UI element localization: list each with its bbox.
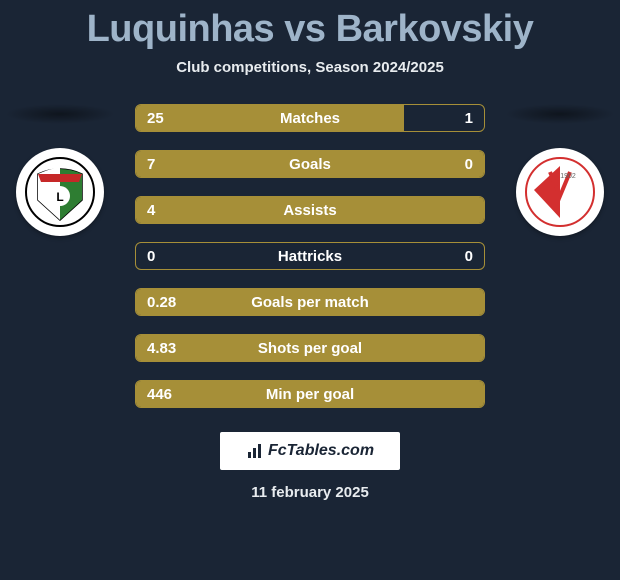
stat-label: Shots per goal <box>258 340 362 357</box>
vicenza-crest-icon: 1902 <box>524 156 596 228</box>
stat-right-value: 0 <box>465 156 473 173</box>
page-title: Luquinhas vs Barkovskiy <box>0 0 620 51</box>
stat-left-value: 0 <box>147 248 155 265</box>
stat-row: 446 Min per goal <box>135 380 485 408</box>
stat-left-value: 4 <box>147 202 155 219</box>
watermark-text: FcTables.com <box>246 442 374 460</box>
stat-left-value: 446 <box>147 386 172 403</box>
watermark-badge[interactable]: FcTables.com <box>220 432 400 470</box>
stat-label: Matches <box>280 110 340 127</box>
stat-left-value: 7 <box>147 156 155 173</box>
subtitle: Club competitions, Season 2024/2025 <box>0 59 620 76</box>
stat-row: 25 Matches 1 <box>135 104 485 132</box>
stat-row: 0 Hattricks 0 <box>135 242 485 270</box>
legia-crest-icon: L <box>24 156 96 228</box>
stat-bars: 25 Matches 1 7 Goals 0 4 Assists 0 Ha <box>135 104 485 408</box>
stat-left-value: 4.83 <box>147 340 176 357</box>
comparison-content: L 1902 25 Matches 1 7 <box>0 104 620 501</box>
stat-right-value: 1 <box>465 110 473 127</box>
stat-label: Hattricks <box>278 248 342 265</box>
date-text: 11 february 2025 <box>0 484 620 501</box>
stat-left-value: 25 <box>147 110 164 127</box>
stat-label: Goals <box>289 156 331 173</box>
chart-icon <box>246 442 264 460</box>
stat-row: 4.83 Shots per goal <box>135 334 485 362</box>
flag-shadow-left <box>5 104 115 124</box>
svg-text:L: L <box>56 190 63 204</box>
stat-right-value: 0 <box>465 248 473 265</box>
player-left-column: L <box>0 104 120 236</box>
stat-row: 4 Assists <box>135 196 485 224</box>
stat-row: 7 Goals 0 <box>135 150 485 178</box>
bar-left-fill <box>136 105 404 131</box>
player-right-column: 1902 <box>500 104 620 236</box>
stat-row: 0.28 Goals per match <box>135 288 485 316</box>
player-right-crest: 1902 <box>516 148 604 236</box>
stat-label: Goals per match <box>251 294 369 311</box>
watermark-label: FcTables.com <box>268 442 374 460</box>
stat-label: Assists <box>283 202 336 219</box>
stat-left-value: 0.28 <box>147 294 176 311</box>
player-left-crest: L <box>16 148 104 236</box>
stat-label: Min per goal <box>266 386 354 403</box>
flag-shadow-right <box>505 104 615 124</box>
svg-text:1902: 1902 <box>560 173 576 180</box>
